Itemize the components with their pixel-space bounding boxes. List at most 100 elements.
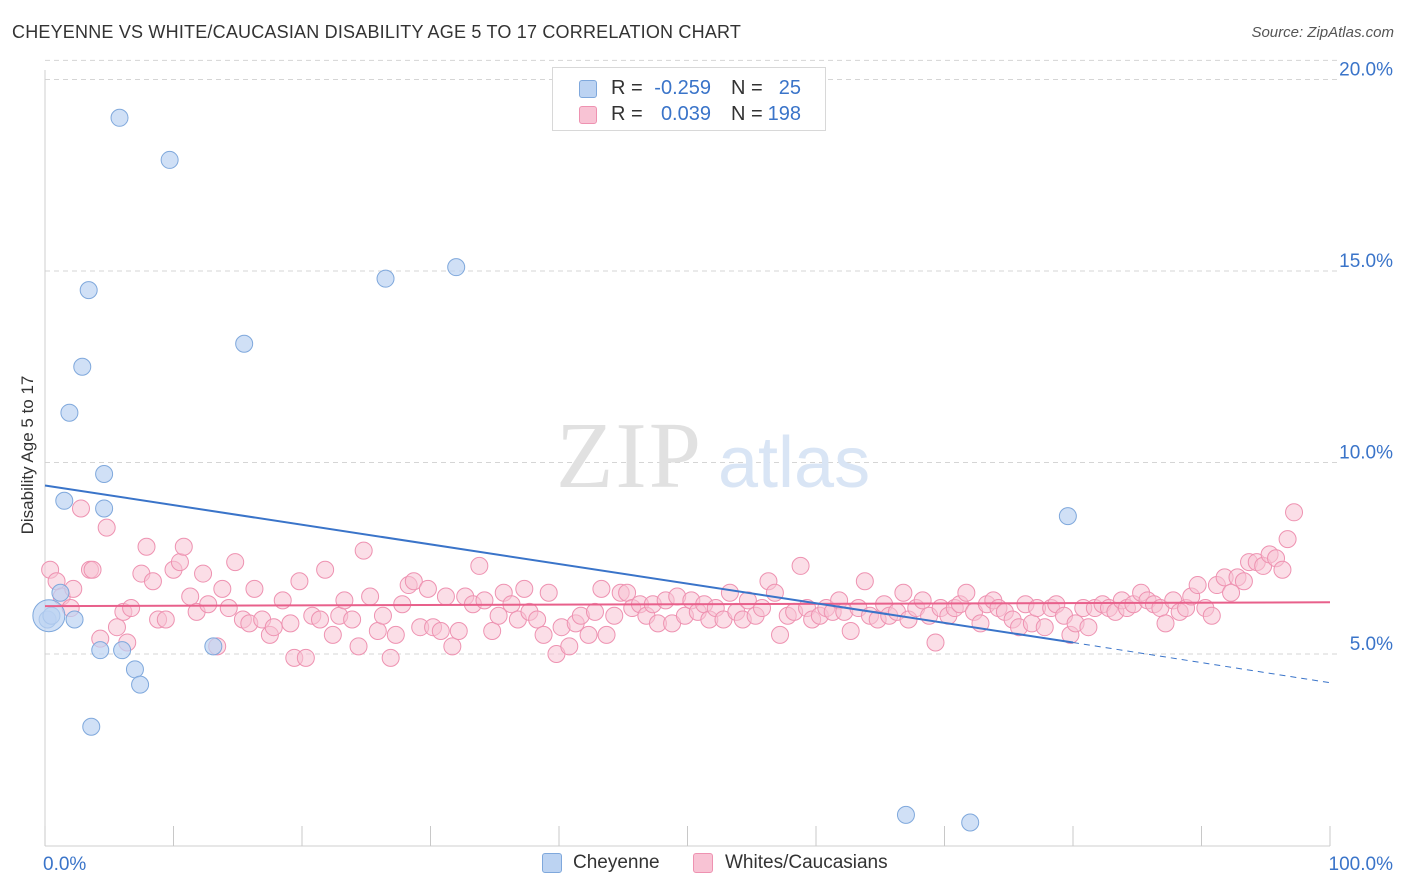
x-tick-label: 100.0%	[1329, 854, 1394, 875]
cheyenne-point	[204, 637, 223, 656]
whites-point	[475, 591, 494, 610]
whites-point	[515, 579, 534, 598]
whites-point	[122, 599, 141, 618]
whites-point	[1278, 530, 1297, 549]
whites-point	[560, 637, 579, 656]
y-axis-label: Disability Age 5 to 17	[18, 375, 37, 535]
whites-point	[926, 633, 945, 652]
whites-point	[316, 560, 335, 579]
cheyenne-point	[51, 583, 70, 602]
n-label: N =	[731, 103, 763, 125]
n-label: N =	[731, 77, 763, 99]
y-tick-label: 15.0%	[1339, 251, 1393, 272]
whites-point	[1234, 572, 1253, 591]
whites-point	[264, 618, 283, 637]
correlation-legend: R = -0.259 N = 25 R = 0.039 N = 198	[552, 67, 826, 131]
whites-point	[791, 556, 810, 575]
whites-point	[343, 610, 362, 629]
cheyenne-point	[32, 599, 66, 633]
whites-point	[404, 572, 423, 591]
whites-point	[489, 606, 508, 625]
whites-point	[841, 622, 860, 641]
cheyenne-point	[1058, 507, 1077, 526]
whites-point	[771, 625, 790, 644]
cheyenne-legend-label: Cheyenne	[573, 852, 660, 873]
whites-point	[579, 625, 598, 644]
whites-point	[418, 579, 437, 598]
cheyenne-point	[91, 641, 110, 660]
whites-point	[720, 583, 739, 602]
whites-point	[368, 622, 387, 641]
cheyenne-point	[160, 150, 179, 169]
whites-point	[373, 606, 392, 625]
whites-point	[143, 572, 162, 591]
whites-point	[913, 591, 932, 610]
cheyenne-point	[110, 108, 129, 127]
whites-point	[1202, 606, 1221, 625]
whites-point	[449, 622, 468, 641]
whites-point	[1156, 614, 1175, 633]
cheyenne-point	[113, 641, 132, 660]
cheyenne-point	[95, 499, 114, 518]
watermark: ZIP atlas	[556, 404, 870, 508]
whites-point	[310, 610, 329, 629]
whites-point	[894, 583, 913, 602]
r-label: R =	[611, 103, 643, 125]
whites-point	[71, 499, 90, 518]
whites-point	[855, 572, 874, 591]
whites-point	[174, 537, 193, 556]
whites-point	[605, 606, 624, 625]
whites-point	[483, 622, 502, 641]
n-value: 198	[767, 103, 801, 125]
tick-labels: 5.0% 10.0% 15.0% 20.0% 0.0% 100.0%	[43, 60, 1393, 876]
whites-point	[381, 648, 400, 667]
whites-legend-swatch	[693, 853, 713, 873]
whites-point	[1285, 503, 1304, 522]
whites-point	[1079, 618, 1098, 637]
whites-point	[361, 587, 380, 606]
cheyenne-point	[961, 813, 980, 832]
source-label: Source: ZipAtlas.com	[1251, 24, 1394, 41]
whites-point	[386, 625, 405, 644]
cheyenne-trend-line	[44, 484, 1074, 644]
whites-point	[528, 610, 547, 629]
whites-point	[436, 587, 455, 606]
whites-point	[199, 595, 218, 614]
whites-point	[753, 599, 772, 618]
whites-point	[194, 564, 213, 583]
whites-point	[1035, 618, 1054, 637]
cheyenne-swatch	[579, 80, 597, 98]
whites-point	[957, 583, 976, 602]
whites-point	[1188, 576, 1207, 595]
whites-point	[470, 556, 489, 575]
whites-point	[431, 622, 450, 641]
cheyenne-point	[235, 334, 254, 353]
whites-point	[226, 553, 245, 572]
whites-point	[181, 587, 200, 606]
whites-point	[534, 625, 553, 644]
series-whites-points	[41, 499, 1304, 667]
whites-point	[290, 572, 309, 591]
whites-point	[1222, 583, 1241, 602]
cheyenne-point	[82, 717, 101, 736]
whites-point	[323, 625, 342, 644]
y-tick-label: 10.0%	[1339, 443, 1393, 464]
cheyenne-legend-swatch	[542, 853, 562, 873]
whites-point	[107, 618, 126, 637]
cheyenne-point	[95, 464, 114, 483]
whites-legend-label: Whites/Caucasians	[725, 852, 888, 873]
cheyenne-point	[125, 660, 144, 679]
whites-point	[585, 602, 604, 621]
trend-lines	[44, 484, 1331, 684]
whites-point	[335, 591, 354, 610]
cheyenne-point	[73, 357, 92, 376]
whites-swatch	[579, 106, 597, 124]
y-tick-label: 5.0%	[1350, 634, 1393, 655]
n-value: 25	[778, 77, 801, 99]
whites-point	[281, 614, 300, 633]
whites-point	[296, 648, 315, 667]
whites-point	[1273, 560, 1292, 579]
whites-point	[83, 560, 102, 579]
x-tick-label: 0.0%	[43, 854, 86, 875]
cheyenne-point	[131, 675, 150, 694]
